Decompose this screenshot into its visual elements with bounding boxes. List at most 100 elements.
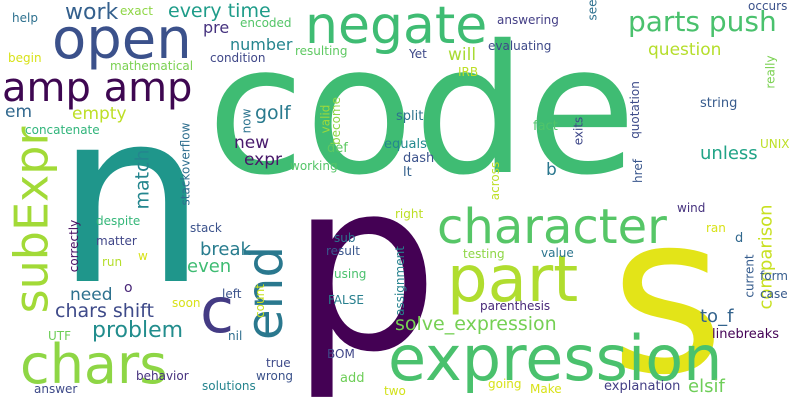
word-occurs: occurs xyxy=(748,0,788,13)
word-resulting: resulting xyxy=(295,44,348,58)
word-current: current xyxy=(742,254,757,298)
word-nil: nil xyxy=(228,329,243,343)
word-negate: negate xyxy=(305,0,488,56)
word-result: result xyxy=(326,244,360,258)
word-see: see xyxy=(585,0,600,21)
word-testing: testing xyxy=(463,247,505,261)
word-across: across xyxy=(488,161,503,201)
word-sub: sub xyxy=(334,231,356,245)
word-run: run xyxy=(102,255,123,269)
word-mathematical: mathematical xyxy=(110,59,194,73)
word-new: new xyxy=(234,133,270,153)
word-p: p xyxy=(290,131,440,400)
word-c: c xyxy=(200,274,235,347)
word-true: true xyxy=(266,356,291,370)
word-stack: stack xyxy=(190,221,222,235)
word-answer: answer xyxy=(34,382,78,396)
word-chars: chars xyxy=(20,333,168,396)
word-assignment: assignment xyxy=(392,246,407,316)
word-split: split xyxy=(396,109,424,124)
word-parenthesis: parenthesis xyxy=(480,299,551,313)
word-form: form xyxy=(760,269,788,283)
word-break: break xyxy=(200,239,251,260)
word-solve_expression: solve_expression xyxy=(395,313,557,335)
word-dash: dash xyxy=(403,151,435,166)
word-UNIX: UNIX xyxy=(760,137,790,151)
word-to_f: to_f xyxy=(700,306,734,327)
word-stackoverflow: stackoverflow xyxy=(178,122,193,206)
word-b: b xyxy=(546,160,557,180)
word-exits: exits xyxy=(571,116,586,146)
word-open: open xyxy=(52,7,192,72)
word-left: left xyxy=(222,287,242,301)
word-unless: unless xyxy=(700,143,758,164)
word-IRB: IRB xyxy=(458,65,479,79)
word-subExpr: subExpr xyxy=(4,126,59,314)
word-problem: problem xyxy=(92,318,184,343)
word-condition: condition xyxy=(210,51,266,65)
word-chars-shift: chars shift xyxy=(55,300,154,322)
word-case: case xyxy=(760,287,788,301)
word-n: n xyxy=(55,58,208,338)
word-concatenate: concatenate xyxy=(25,123,100,137)
word-soon: soon xyxy=(172,296,201,310)
word-encoded: encoded xyxy=(240,16,292,30)
word-em: em xyxy=(5,102,33,122)
word-evaluating: evaluating xyxy=(488,39,552,53)
word-exact: exact xyxy=(120,4,153,18)
word-FALSE: FALSE xyxy=(328,293,364,307)
word-BOM: BOM xyxy=(327,347,355,361)
word-code: code xyxy=(207,7,637,214)
word-two: two xyxy=(384,384,406,398)
word-expr: expr xyxy=(244,150,283,170)
word-def: def xyxy=(327,141,348,156)
word-empty: empty xyxy=(72,104,127,124)
word-wrong: wrong xyxy=(256,369,294,383)
word-wind: wind xyxy=(677,201,706,215)
word-match: match xyxy=(131,149,154,210)
word-o: o xyxy=(124,280,133,296)
word-string: string xyxy=(700,96,738,111)
word-lt: lt xyxy=(403,165,412,180)
word-parts-push: parts push xyxy=(628,5,777,38)
word-using: using xyxy=(334,267,367,281)
word-expression: expression xyxy=(388,322,723,395)
word-matter: matter xyxy=(96,234,137,248)
word-golf: golf xyxy=(255,102,291,124)
word-count: count xyxy=(252,284,267,318)
word-pre: pre xyxy=(203,18,230,37)
word-value: value xyxy=(541,246,574,260)
word-going: going xyxy=(488,377,522,391)
word-equals: equals xyxy=(384,137,427,152)
word-Yet: Yet xyxy=(409,47,427,61)
word-part: part xyxy=(447,243,579,317)
word-ran: ran xyxy=(706,221,726,235)
word-Make: Make xyxy=(530,382,562,396)
word-s: s xyxy=(610,167,725,400)
word-elsif: elsif xyxy=(688,376,725,397)
word-linebreaks: linebreaks xyxy=(712,327,780,342)
word-help: help xyxy=(12,11,38,25)
word-despite: despite xyxy=(96,214,141,228)
word-need: need xyxy=(70,285,113,305)
word-really: really xyxy=(763,55,778,89)
word-begin: begin xyxy=(8,51,42,65)
word-right: right xyxy=(395,207,424,221)
word-now: now xyxy=(239,108,254,134)
word-character: character xyxy=(437,199,667,255)
word-behavior: behavior xyxy=(136,369,189,383)
word-explanation: explanation xyxy=(604,379,681,394)
word-quotation: quotation xyxy=(627,81,642,139)
word-will: will xyxy=(448,45,477,65)
word-href: href xyxy=(630,159,645,183)
word-working: working xyxy=(290,159,338,173)
word-work: work xyxy=(65,0,119,25)
word-d: d xyxy=(735,231,744,246)
word-add: add xyxy=(340,371,365,386)
word-solutions: solutions xyxy=(202,379,256,393)
word-amp-amp: amp amp xyxy=(2,65,193,111)
word-every-time: every time xyxy=(168,0,271,22)
word-w: w xyxy=(138,249,148,263)
word-even: even xyxy=(187,256,232,277)
